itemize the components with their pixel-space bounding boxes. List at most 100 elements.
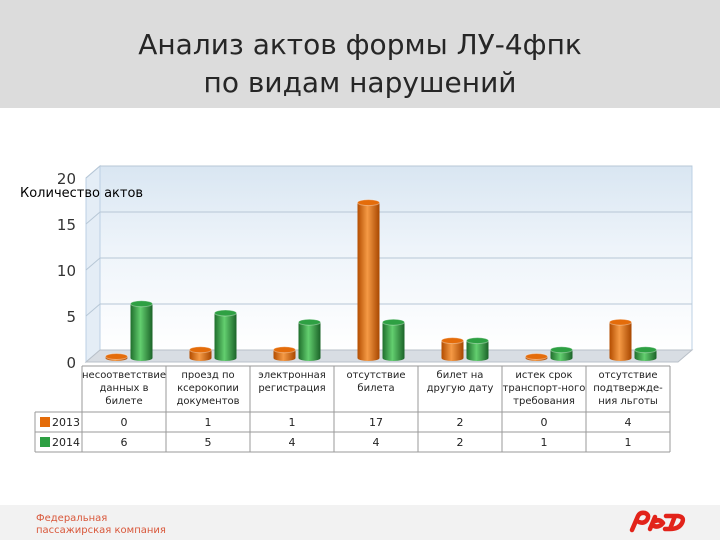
category-label-line: транспорт-ного: [503, 383, 586, 394]
bar-bottom: [189, 355, 212, 361]
gridline: [85, 303, 692, 317]
bar-bottom: [609, 355, 632, 361]
data-value: 5: [205, 436, 212, 449]
company-name-line2: пассажирская компания: [36, 525, 166, 536]
category-label-line: электронная: [258, 370, 326, 381]
bar-bottom: [214, 355, 237, 361]
category-label-line: истек срок: [515, 370, 572, 381]
bar-top: [273, 346, 296, 354]
bar-bottom: [634, 355, 657, 361]
category-label-line: отсутствие: [598, 370, 657, 381]
category-label-line: ксерокопии: [177, 383, 239, 394]
bar-2014-1: [130, 300, 153, 361]
title-band: [0, 0, 720, 108]
bar-bottom: [441, 355, 464, 361]
bar-top: [130, 300, 153, 308]
category-label: истек срок транспорт-ного требования: [503, 370, 586, 407]
data-value: 0: [121, 416, 128, 429]
category-label-line: проезд по: [181, 370, 234, 381]
gridline: [85, 211, 692, 225]
bar-top: [466, 337, 489, 345]
data-value: 0: [541, 416, 548, 429]
slide-title-line2: по видам нарушений: [203, 66, 517, 99]
company-name: Федеральная пассажирская компания: [36, 513, 166, 537]
category-label-line: отсутствие: [346, 370, 405, 381]
bar-body: [189, 349, 212, 358]
category-label: отсутствие подтвержде-ния льготы: [593, 370, 663, 407]
bar-2013-6: [525, 353, 548, 361]
data-value: 1: [289, 416, 296, 429]
company-name-line1: Федеральная: [36, 513, 108, 524]
bar-2013-7: [609, 318, 632, 361]
bar-top: [525, 353, 548, 360]
category-label: проезд по ксерокопии документов: [176, 370, 239, 407]
gridline: [85, 257, 692, 271]
legend-label-2014: 2014: [52, 436, 80, 449]
y-axis-label: Количество актов: [20, 186, 144, 201]
y-tick-label: 20: [57, 170, 76, 188]
bar-top: [357, 199, 380, 207]
bar-top: [214, 309, 237, 317]
bar-2014-6: [550, 346, 573, 361]
legend-label-2013: 2013: [52, 416, 80, 429]
data-value: 4: [625, 416, 632, 429]
category-label-line: данных в: [99, 383, 148, 394]
gridline: [85, 165, 692, 179]
data-value: 4: [373, 436, 380, 449]
bar-2013-1: [105, 353, 128, 361]
category-label-line: регистрация: [258, 383, 325, 394]
data-value: 6: [121, 436, 128, 449]
bar-body: [441, 340, 464, 358]
category-label-line: требования: [513, 396, 575, 407]
bar-top: [441, 337, 464, 345]
bar-2014-4: [382, 318, 405, 361]
category-label-line: билет на: [437, 370, 484, 381]
bar-top: [550, 346, 573, 354]
bar-top: [382, 318, 405, 326]
category-label-line: несоответствие: [82, 370, 166, 381]
category-label-line: другую дату: [427, 383, 494, 394]
slide-title: Анализ актов формы ЛУ-4фпк по видам нару…: [0, 26, 720, 102]
category-label: несоответствие данных в билете: [82, 370, 166, 407]
bar-body: [550, 349, 573, 358]
bar-top: [609, 318, 632, 326]
data-value: 4: [289, 436, 296, 449]
category-label: билет на другую дату: [427, 370, 494, 394]
bar-top: [105, 353, 128, 360]
bar-body: [214, 313, 237, 358]
bar-2014-2: [214, 309, 237, 361]
bar-2013-5: [441, 337, 464, 361]
data-value: 1: [625, 436, 632, 449]
slide-title-line1: Анализ актов формы ЛУ-4фпк: [138, 28, 582, 61]
bar-body: [466, 340, 489, 358]
y-tick-label: 10: [57, 262, 76, 280]
category-label-line: ния льготы: [598, 396, 658, 407]
category-label-line: документов: [176, 396, 239, 407]
data-value: 1: [205, 416, 212, 429]
bar-body: [273, 349, 296, 358]
bar-top: [298, 318, 321, 326]
bar-bottom: [357, 355, 380, 361]
data-value: 17: [369, 416, 383, 429]
bar-bottom: [130, 355, 153, 361]
legend-swatch-2013: [40, 417, 50, 427]
bar-body: [130, 303, 153, 358]
category-label: электронная регистрация: [258, 370, 326, 394]
bar-2014-7: [634, 346, 657, 361]
y-tick-label: 5: [66, 308, 76, 326]
rzd-logo-icon: [629, 510, 686, 533]
bar-body: [357, 202, 380, 358]
bar-top: [634, 346, 657, 354]
legend-swatch-2014: [40, 437, 50, 447]
footer-band: [0, 505, 720, 540]
bar-bottom: [298, 355, 321, 361]
bar-bottom: [382, 355, 405, 361]
bar-2013-4: [357, 199, 380, 361]
category-label-line: билета: [357, 383, 394, 394]
category-label-line: билете: [105, 396, 142, 407]
data-value: 2: [457, 416, 464, 429]
bar-body: [609, 322, 632, 358]
bar-body: [298, 322, 321, 358]
data-value: 2: [457, 436, 464, 449]
